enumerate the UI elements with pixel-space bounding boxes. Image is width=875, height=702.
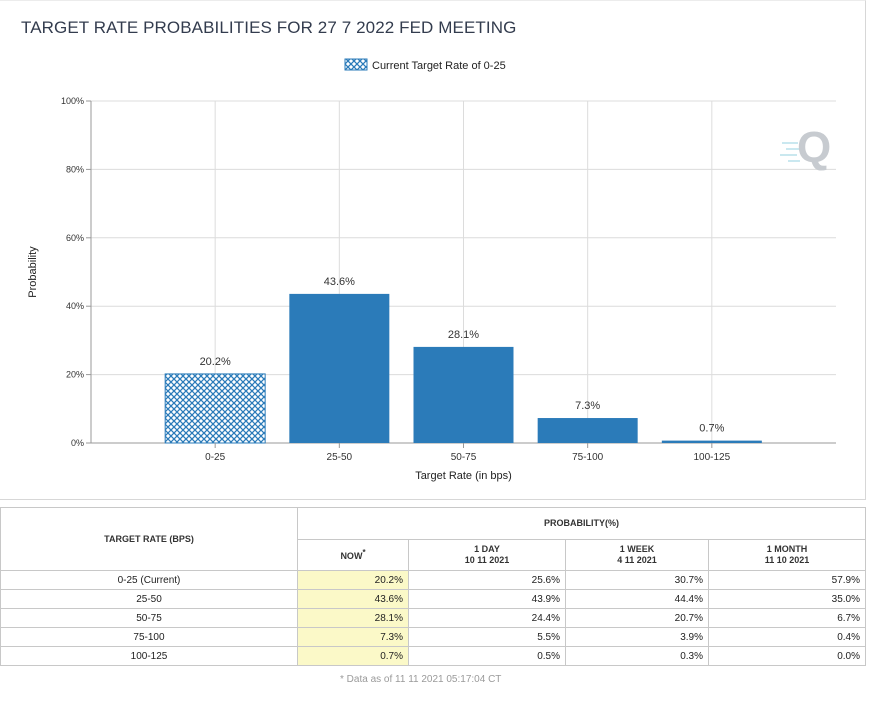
y-tick-label: 60% — [66, 233, 84, 243]
data-label: 20.2% — [200, 356, 231, 368]
bar-0-25 — [164, 373, 266, 444]
day-cell: 5.5% — [408, 627, 566, 647]
x-tick-label: 100-125 — [693, 452, 730, 463]
day-cell: 0.5% — [408, 646, 566, 666]
col-header-1month: 1 MONTH 11 10 2021 — [708, 538, 866, 571]
table-row: 75-100 7.3% 5.5% 3.9% 0.4% — [0, 627, 866, 647]
x-tick-label: 75-100 — [572, 452, 604, 463]
rate-cell: 0-25 (Current) — [0, 570, 298, 590]
y-axis-label: Probability — [27, 246, 39, 298]
table-row: 0-25 (Current) 20.2% 25.6% 30.7% 57.9% — [0, 570, 866, 590]
q-logo-letter: Q — [797, 123, 831, 172]
probability-header: PROBABILITY(%) — [297, 507, 866, 540]
y-tick-label: 80% — [66, 164, 84, 174]
month-cell: 0.4% — [708, 627, 866, 647]
y-tick-label: 40% — [66, 301, 84, 311]
data-label: 28.1% — [448, 329, 479, 341]
week-cell: 30.7% — [565, 570, 709, 590]
rate-cell: 75-100 — [0, 627, 298, 647]
col-header-now: NOW* — [297, 538, 409, 571]
table-row: 25-50 43.6% 43.9% 44.4% 35.0% — [0, 589, 866, 609]
legend-label: Current Target Rate of 0-25 — [372, 60, 506, 72]
now-cell: 43.6% — [297, 589, 409, 609]
y-tick-label: 0% — [71, 438, 84, 448]
x-tick-label: 0-25 — [205, 452, 225, 463]
bar-50-75 — [413, 346, 514, 443]
probability-table-container: TARGET RATE (BPS) PROBABILITY(%) NOW* 1 … — [0, 507, 868, 685]
month-cell: 57.9% — [708, 570, 866, 590]
rate-cell: 25-50 — [0, 589, 298, 609]
week-cell: 44.4% — [565, 589, 709, 609]
table-row: 100-125 0.7% 0.5% 0.3% 0.0% — [0, 646, 866, 666]
data-label: 0.7% — [699, 423, 724, 435]
legend-swatch — [344, 58, 368, 71]
chart-panel: TARGET RATE PROBABILITIES FOR 27 7 2022 … — [0, 0, 866, 500]
day-cell: 43.9% — [408, 589, 566, 609]
month-cell: 0.0% — [708, 646, 866, 666]
y-tick-label: 100% — [61, 96, 84, 106]
now-cell: 7.3% — [297, 627, 409, 647]
data-timestamp-footnote: * Data as of 11 11 2021 05:17:04 CT — [340, 674, 502, 685]
col-header-1week: 1 WEEK 4 11 2021 — [565, 538, 709, 571]
week-cell: 0.3% — [565, 646, 709, 666]
week-cell: 3.9% — [565, 627, 709, 647]
y-tick-label: 20% — [66, 370, 84, 380]
day-cell: 24.4% — [408, 608, 566, 628]
chart-title: TARGET RATE PROBABILITIES FOR 27 7 2022 … — [21, 18, 517, 37]
now-cell: 28.1% — [297, 608, 409, 628]
table-row: 50-75 28.1% 24.4% 20.7% 6.7% — [0, 608, 866, 628]
bar-75-100 — [537, 418, 638, 443]
x-tick-label: 50-75 — [451, 452, 477, 463]
probability-table: TARGET RATE (BPS) PROBABILITY(%) NOW* 1 … — [0, 507, 866, 666]
x-tick-label: 25-50 — [327, 452, 353, 463]
x-axis-label: Target Rate (in bps) — [415, 470, 512, 482]
target-rate-header: TARGET RATE (BPS) — [0, 507, 298, 571]
bar-100-125 — [661, 440, 762, 443]
now-cell: 0.7% — [297, 646, 409, 666]
q-logo-icon: Q — [780, 123, 831, 172]
probability-bar-chart: Current Target Rate of 0-25 0% 20% 40% 60% 8… — [27, 58, 836, 482]
bar-25-50 — [289, 293, 390, 443]
day-cell: 25.6% — [408, 570, 566, 590]
rate-cell: 50-75 — [0, 608, 298, 628]
data-label: 7.3% — [575, 400, 600, 412]
month-cell: 35.0% — [708, 589, 866, 609]
now-cell: 20.2% — [297, 570, 409, 590]
rate-cell: 100-125 — [0, 646, 298, 666]
week-cell: 20.7% — [565, 608, 709, 628]
chart-legend: Current Target Rate of 0-25 — [344, 58, 506, 72]
col-header-1day: 1 DAY 10 11 2021 — [408, 538, 566, 571]
data-label: 43.6% — [324, 276, 355, 288]
month-cell: 6.7% — [708, 608, 866, 628]
